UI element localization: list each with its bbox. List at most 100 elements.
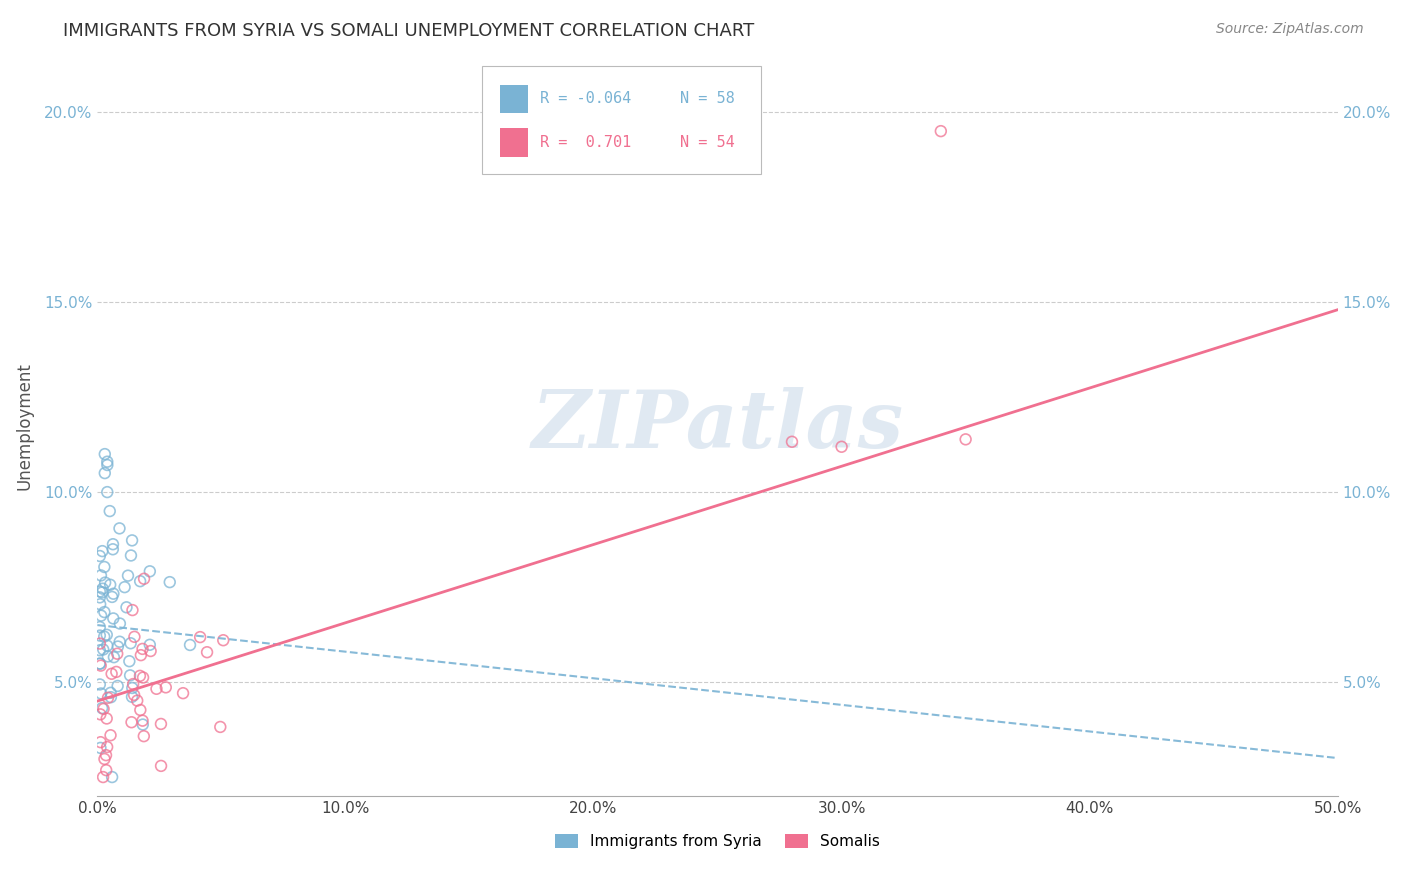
Point — [100, 728, 122, 742]
Point — [155, 681, 177, 695]
Point — [97, 649, 120, 664]
Point — [91, 642, 114, 657]
Point — [139, 644, 162, 658]
Point — [90, 735, 112, 749]
Point — [129, 574, 152, 589]
Point — [91, 582, 114, 596]
Point — [108, 634, 131, 648]
Point — [132, 729, 155, 743]
Point — [91, 770, 114, 784]
Point — [94, 748, 117, 763]
Point — [98, 578, 121, 592]
Point — [101, 590, 124, 604]
Point — [90, 686, 112, 700]
Point — [93, 605, 115, 619]
Point — [131, 641, 153, 656]
Point — [94, 466, 117, 480]
Point — [96, 711, 118, 725]
Point — [100, 690, 122, 705]
Point — [89, 657, 111, 671]
Point — [212, 633, 235, 648]
Text: N = 54: N = 54 — [681, 135, 735, 150]
Point — [89, 707, 111, 722]
Point — [89, 549, 111, 563]
Point — [96, 628, 118, 642]
Point — [91, 585, 114, 599]
FancyBboxPatch shape — [501, 128, 527, 157]
Point — [131, 714, 153, 728]
Point — [172, 686, 194, 700]
Point — [89, 597, 111, 611]
Point — [96, 639, 118, 653]
Point — [145, 681, 167, 696]
Point — [780, 434, 803, 449]
Point — [955, 433, 977, 447]
FancyBboxPatch shape — [482, 66, 761, 174]
Point — [94, 447, 117, 461]
Point — [103, 611, 125, 625]
Point — [100, 666, 122, 681]
Point — [108, 616, 131, 631]
Point — [93, 630, 115, 644]
Point — [129, 648, 152, 662]
Point — [100, 686, 122, 700]
Point — [89, 584, 111, 599]
Point — [150, 759, 173, 773]
Point — [149, 717, 172, 731]
Point — [122, 688, 145, 702]
Text: IMMIGRANTS FROM SYRIA VS SOMALI UNEMPLOYMENT CORRELATION CHART: IMMIGRANTS FROM SYRIA VS SOMALI UNEMPLOY… — [63, 22, 755, 40]
Point — [132, 572, 155, 586]
Point — [139, 638, 162, 652]
Point — [103, 650, 125, 665]
Text: Source: ZipAtlas.com: Source: ZipAtlas.com — [1216, 22, 1364, 37]
Point — [93, 752, 115, 766]
Point — [97, 690, 120, 705]
Point — [121, 690, 143, 704]
Point — [98, 504, 121, 518]
Point — [107, 679, 129, 693]
Point — [89, 629, 111, 643]
Point — [89, 591, 111, 605]
Point — [117, 568, 139, 582]
Point — [159, 575, 181, 590]
Text: R = -0.064: R = -0.064 — [540, 91, 631, 106]
Point — [96, 763, 118, 777]
Point — [120, 668, 142, 682]
Point — [101, 537, 124, 551]
Point — [96, 739, 118, 754]
Point — [89, 657, 111, 671]
Point — [90, 608, 112, 623]
Point — [89, 643, 111, 657]
Text: ZIPatlas: ZIPatlas — [531, 387, 904, 465]
Y-axis label: Unemployment: Unemployment — [15, 361, 32, 490]
Point — [118, 654, 141, 668]
Point — [831, 440, 853, 454]
Point — [121, 533, 143, 548]
Point — [139, 564, 162, 578]
Point — [89, 620, 111, 634]
Point — [179, 638, 201, 652]
Point — [121, 603, 143, 617]
Point — [121, 681, 143, 695]
Point — [115, 600, 138, 615]
Point — [96, 485, 118, 500]
Point — [209, 720, 232, 734]
Point — [96, 458, 118, 472]
Point — [108, 521, 131, 535]
Point — [129, 703, 152, 717]
Point — [101, 770, 124, 784]
Legend: Immigrants from Syria, Somalis: Immigrants from Syria, Somalis — [548, 828, 886, 855]
Text: N = 58: N = 58 — [681, 91, 735, 106]
Point — [929, 124, 952, 138]
Point — [127, 693, 149, 707]
Point — [105, 665, 128, 679]
Point — [96, 455, 118, 469]
Point — [114, 580, 136, 594]
Point — [89, 740, 111, 755]
Point — [122, 677, 145, 691]
Point — [94, 575, 117, 590]
Point — [129, 669, 152, 683]
Point — [121, 715, 143, 730]
Point — [90, 658, 112, 673]
Point — [195, 645, 218, 659]
